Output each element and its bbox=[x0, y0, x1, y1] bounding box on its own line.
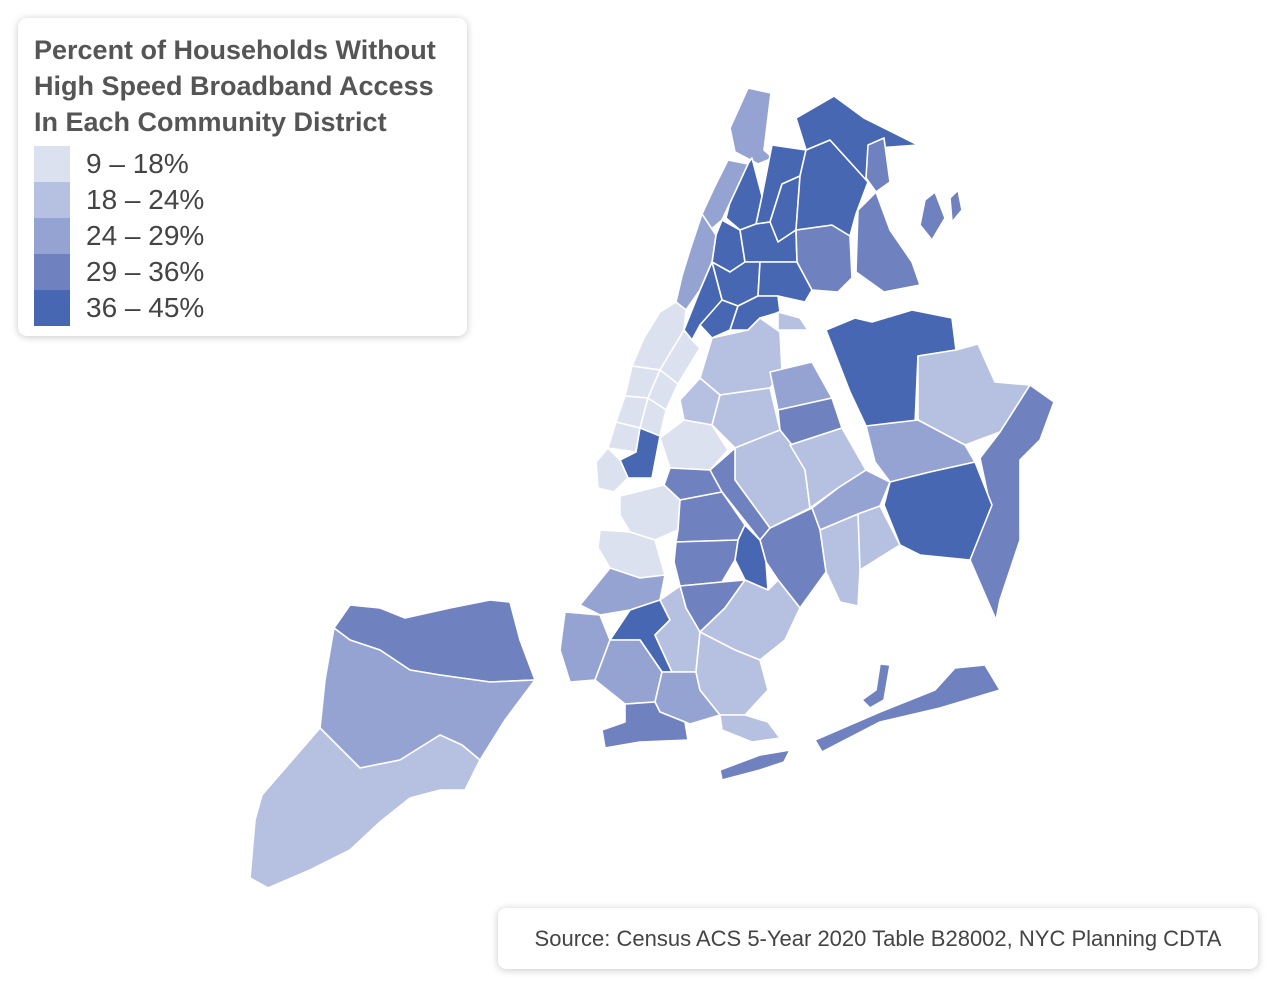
legend-title: Percent of Households Without High Speed… bbox=[34, 32, 451, 140]
legend-swatch bbox=[34, 290, 70, 326]
district-manhattan-upper-east-side bbox=[659, 329, 701, 385]
district-brooklyn-east-new-york bbox=[759, 507, 827, 609]
district-bronx-hunts-point bbox=[729, 295, 781, 331]
legend-item: 24 – 29% bbox=[34, 218, 451, 254]
legend-label: 18 – 24% bbox=[86, 184, 205, 215]
legend-label: 36 – 45% bbox=[86, 292, 205, 323]
district-queens-breezy-point bbox=[719, 749, 791, 781]
source-note: Source: Census ACS 5-Year 2020 Table B28… bbox=[498, 908, 1258, 969]
legend-title-line: High Speed Broadband Access bbox=[34, 71, 434, 101]
legend-title-line: In Each Community District bbox=[34, 107, 387, 137]
legend-label: 24 – 29% bbox=[86, 220, 205, 251]
district-brooklyn-manhattan-beach bbox=[719, 714, 781, 743]
legend-title-line: Percent of Households Without bbox=[34, 35, 436, 65]
district-brooklyn-brooklyn-heights bbox=[619, 484, 681, 541]
district-queens-rockaway bbox=[814, 664, 1001, 753]
legend-item: 18 – 24% bbox=[34, 182, 451, 218]
legend-swatch bbox=[34, 182, 70, 218]
district-brooklyn-coney-island bbox=[601, 701, 689, 749]
legend-label: 9 – 18% bbox=[86, 148, 189, 179]
district-queens-howard-beach bbox=[819, 513, 861, 607]
district-queens-broad-channel bbox=[861, 663, 891, 709]
district-queens-rikers bbox=[777, 311, 809, 331]
district-bronx-hart-island bbox=[949, 189, 963, 223]
district-bronx-throgs-neck bbox=[855, 191, 921, 293]
district-queens-jamaica bbox=[883, 461, 993, 561]
legend-label: 29 – 36% bbox=[86, 256, 205, 287]
district-manhattan-village bbox=[607, 421, 641, 453]
district-brooklyn-brownsville bbox=[734, 524, 769, 591]
district-manhattan-inwood bbox=[701, 159, 749, 233]
district-brooklyn-flatbush bbox=[673, 539, 739, 587]
district-manhattan-financial-district bbox=[595, 447, 629, 493]
legend-item: 29 – 36% bbox=[34, 254, 451, 290]
legend-swatch bbox=[34, 218, 70, 254]
district-bronx-co-op-city bbox=[865, 137, 891, 193]
legend: Percent of Households Without High Speed… bbox=[18, 18, 467, 336]
legend-item: 36 – 45% bbox=[34, 290, 451, 326]
district-bronx-city-island bbox=[919, 191, 946, 241]
district-brooklyn-sheepshead-bay bbox=[695, 631, 769, 716]
legend-swatch bbox=[34, 146, 70, 182]
legend-item: 9 – 18% bbox=[34, 146, 451, 182]
legend-swatch bbox=[34, 254, 70, 290]
district-staten-island-south-shore bbox=[249, 727, 481, 889]
district-bronx-riverdale bbox=[729, 87, 774, 165]
